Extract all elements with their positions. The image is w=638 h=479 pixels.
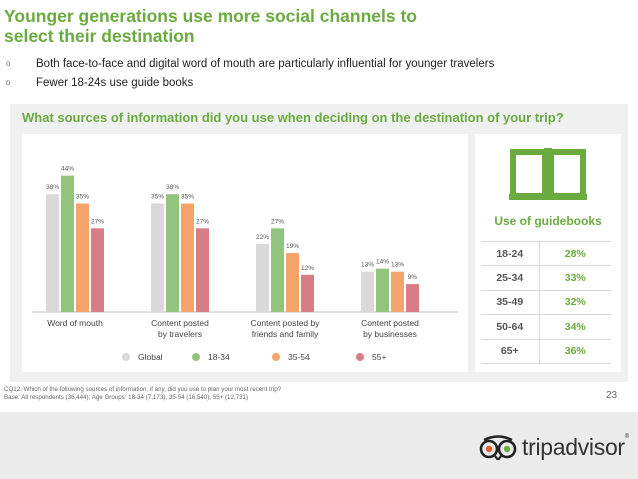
data-label: 27%	[91, 218, 104, 225]
pct-cell: 28%	[539, 240, 611, 267]
bar-35-54	[76, 203, 89, 312]
age-cell: 50-64	[481, 314, 540, 340]
legend-item-55-plus: 55+	[356, 352, 386, 362]
category-label: Word of mouth	[47, 318, 103, 328]
table-row: 18-24 28%	[481, 240, 611, 267]
category-label: friends and family	[252, 329, 319, 339]
bar-55-plus	[301, 274, 314, 312]
bar-global	[151, 203, 164, 312]
legend-swatch	[356, 353, 364, 361]
legend-swatch	[122, 353, 130, 361]
data-label: 38%	[46, 184, 59, 191]
data-label: 13%	[361, 262, 374, 269]
legend-label: 18-34	[208, 352, 230, 362]
guidebook-panel: Use of guidebooks 18-24 28% 25-34 33% 35-4…	[475, 134, 621, 372]
bar-chart: 38% 44% 35% 27% Word of mouth 35% 38% 35% 27% Con…	[22, 134, 468, 372]
age-cell: 25-34	[481, 265, 540, 291]
data-label: 27%	[271, 218, 284, 225]
legend-item-35-54: 35-54	[272, 352, 310, 362]
logo-wordmark: tripadvisor®	[522, 433, 629, 460]
data-label: 19%	[286, 243, 299, 250]
data-label: 35%	[181, 194, 194, 201]
legend-swatch	[192, 353, 200, 361]
question-panel: What sources of information did you use …	[10, 104, 628, 382]
legend-item-18-34: 18-34	[192, 352, 230, 362]
age-cell: 35-49	[481, 290, 540, 316]
data-label: 12%	[301, 265, 314, 272]
category-label: Content posted	[151, 318, 209, 328]
bullet-glyph: o	[6, 78, 11, 87]
data-label: 44%	[61, 166, 74, 173]
bar-35-54	[181, 203, 194, 312]
legend-swatch	[272, 353, 280, 361]
bullet-text: Both face-to-face and digital word of mo…	[36, 57, 495, 70]
table-row: 65+ 36%	[481, 339, 611, 364]
bar-chart-svg: 38%44%35%27%Word of mouth35%38%35%27%Con…	[32, 166, 458, 339]
bullet-item: o Both face-to-face and digital word of …	[6, 54, 626, 73]
category-label: Content posted by	[251, 318, 321, 328]
bullet-list: o Both face-to-face and digital word of …	[6, 54, 626, 92]
slide-title: Younger generations use more social chan…	[4, 6, 417, 46]
book-icon	[509, 148, 587, 200]
bar-18-34	[61, 175, 74, 312]
legend-label: 35-54	[288, 352, 310, 362]
data-label: 35%	[76, 194, 89, 201]
legend-item-global: Global	[122, 352, 163, 362]
bar-55-plus	[406, 284, 419, 312]
footnote-question: CQ12. Which of the following sources of …	[4, 386, 282, 393]
table-row: 25-34 33%	[481, 265, 611, 291]
data-label: 9%	[408, 274, 418, 281]
legend-label: Global	[138, 352, 163, 362]
pct-cell: 33%	[539, 265, 611, 291]
age-cell: 65+	[481, 339, 540, 364]
footnote: CQ12. Which of the following sources of …	[4, 386, 424, 402]
pct-cell: 36%	[539, 339, 611, 364]
question-heading: What sources of information did you use …	[22, 110, 564, 125]
bar-global	[256, 243, 269, 312]
bar-35-54	[391, 271, 404, 312]
bar-35-54	[286, 253, 299, 312]
bar-18-34	[376, 268, 389, 312]
pct-cell: 34%	[539, 314, 611, 340]
category-label: Content posted	[361, 318, 419, 328]
bar-55-plus	[196, 228, 209, 312]
bar-global	[361, 271, 374, 312]
guidebook-title: Use of guidebooks	[494, 214, 602, 228]
footer-band	[0, 412, 638, 479]
category-label: by businesses	[363, 329, 417, 339]
age-cell: 18-24	[481, 240, 540, 267]
data-label: 38%	[166, 184, 179, 191]
chart-legend: Global 18-34 35-54 55+	[22, 352, 468, 368]
bar-55-plus	[91, 228, 104, 312]
tripadvisor-logo: tripadvisor®	[478, 432, 630, 462]
data-label: 35%	[151, 194, 164, 201]
bullet-text: Fewer 18-24s use guide books	[36, 76, 194, 89]
page-number: 23	[606, 390, 618, 401]
table-row: 50-64 34%	[481, 314, 611, 340]
table-row: 35-49 32%	[481, 290, 611, 316]
guidebook-table: 18-24 28% 25-34 33% 35-49 32% 50-64 34% 65+ 3…	[481, 240, 611, 364]
data-label: 27%	[196, 218, 209, 225]
pct-cell: 32%	[539, 290, 611, 316]
bullet-glyph: o	[6, 59, 11, 68]
category-label: by travelers	[158, 329, 202, 339]
bar-global	[46, 194, 59, 312]
bar-18-34	[271, 228, 284, 312]
bar-18-34	[166, 194, 179, 312]
owl-eyes-icon	[479, 435, 517, 460]
legend-label: 55+	[372, 352, 387, 362]
data-label: 14%	[376, 259, 389, 266]
data-label: 13%	[391, 262, 404, 269]
bullet-item: o Fewer 18-24s use guide books	[6, 73, 626, 92]
data-label: 22%	[256, 234, 269, 241]
footnote-base: Base: All respondents (36,444); Age Grou…	[4, 394, 249, 401]
